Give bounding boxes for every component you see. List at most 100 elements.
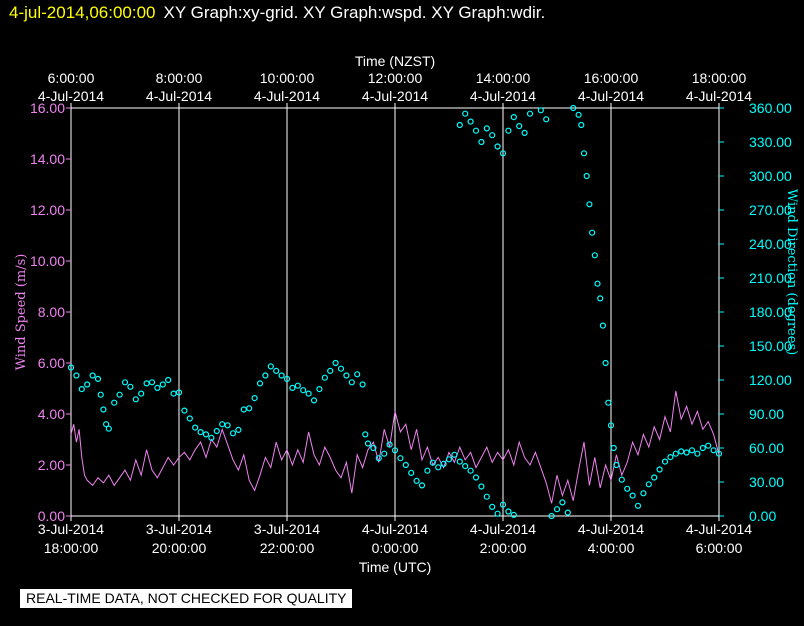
y-tick-label-right: 360.00	[749, 100, 792, 116]
wind-direction-point	[192, 424, 199, 431]
wind-direction-point	[89, 372, 96, 379]
wind-direction-point	[105, 425, 112, 432]
wind-direction-point	[143, 380, 150, 387]
wind-direction-point	[537, 107, 544, 114]
wind-direction-point	[294, 382, 301, 389]
wind-direction-point	[672, 450, 679, 457]
wind-direction-point	[165, 376, 172, 384]
wind-direction-point	[499, 501, 507, 508]
wind-direction-point	[588, 229, 596, 236]
wind-direction-point	[462, 110, 469, 117]
x-tick-label-top-date: 4-Jul-2014	[686, 88, 752, 104]
wind-direction-point	[610, 444, 617, 452]
x-tick-label-top-time: 14:00:00	[476, 70, 531, 86]
wind-direction-point	[705, 442, 712, 449]
wind-direction-point	[462, 463, 469, 470]
wind-direction-point	[229, 430, 237, 437]
y-tick-label-right: 300.00	[749, 168, 792, 184]
wind-direction-point	[97, 391, 104, 398]
wind-direction-point	[111, 399, 118, 406]
wind-direction-point	[688, 447, 696, 454]
wind-direction-point	[715, 450, 723, 457]
wind-direction-point	[327, 367, 334, 374]
x-tick-label-bottom-time: 22:00:00	[260, 540, 315, 556]
wind-direction-point	[494, 143, 501, 150]
wind-direction-point	[240, 406, 247, 413]
y-tick-label-right: 240.00	[749, 236, 792, 252]
wind-direction-point	[683, 449, 690, 456]
wind-direction-point	[678, 448, 685, 455]
wind-direction-point	[526, 110, 534, 117]
y-tick-label-left: 16.00	[30, 100, 65, 116]
wind-direction-point	[175, 389, 183, 396]
wind-direction-point	[127, 383, 134, 390]
wind-direction-point	[208, 434, 215, 441]
wind-direction-point	[418, 482, 426, 489]
wind-direction-point	[629, 492, 636, 499]
wind-direction-point	[429, 459, 436, 466]
wind-direction-point	[310, 397, 318, 404]
x-tick-label-top-date: 4-Jul-2014	[38, 88, 104, 104]
x-tick-label-top-time: 8:00:00	[156, 70, 203, 86]
x-tick-label-bottom-time: 4:00:00	[588, 540, 635, 556]
y-tick-label-left: 14.00	[30, 151, 65, 167]
wind-direction-point	[343, 372, 350, 379]
wind-direction-point	[548, 512, 555, 520]
wind-direction-point	[699, 444, 706, 452]
axes: 3-Jul-2014 18:00:00 3-Jul-2014 20:00:00 3-Ju…	[30, 70, 792, 556]
wind-direction-point	[645, 481, 652, 488]
y-tick-label-right: 150.00	[749, 338, 792, 354]
wind-direction-point	[440, 460, 447, 467]
wind-direction-point	[246, 405, 253, 412]
left-axis-title: Wind Speed (m/s)	[14, 254, 29, 371]
x-tick-label-bottom-date: 3-Jul-2014	[38, 521, 104, 537]
wind-direction-point	[100, 406, 107, 413]
wind-direction-point	[235, 426, 242, 433]
y-tick-label-left: 12.00	[30, 202, 65, 218]
wind-direction-point	[197, 429, 204, 436]
x-tick-label-top-time: 6:00:00	[48, 70, 95, 86]
wind-direction-point	[278, 372, 285, 379]
x-tick-label-bottom-date: 3-Jul-2014	[146, 521, 212, 537]
wind-direction-series	[67, 104, 723, 520]
wind-direction-point	[102, 421, 110, 428]
x-tick-label-top-date: 4-Jul-2014	[362, 88, 428, 104]
wind-direction-point	[516, 122, 523, 130]
wind-direction-point	[478, 138, 485, 146]
x-tick-label-bottom-time: 0:00:00	[372, 540, 419, 556]
x-tick-label-bottom-date: 4-Jul-2014	[362, 521, 428, 537]
wind-direction-point	[564, 509, 571, 516]
y-tick-label-left: 8.00	[38, 304, 65, 320]
wind-direction-point	[362, 431, 369, 438]
x-tick-label-top-date: 4-Jul-2014	[470, 88, 536, 104]
x-tick-label-top-time: 16:00:00	[584, 70, 639, 86]
wind-direction-point	[467, 118, 474, 125]
wind-direction-point	[651, 474, 658, 481]
wind-direction-point	[213, 427, 220, 435]
wind-direction-point	[121, 379, 129, 386]
wind-direction-point	[181, 407, 188, 414]
wind-direction-point	[472, 474, 480, 481]
wind-direction-point	[605, 399, 612, 406]
wind-direction-point	[435, 464, 442, 471]
wind-direction-point	[661, 458, 669, 465]
wind-direction-point	[553, 506, 561, 513]
wind-direction-point	[300, 387, 307, 394]
wind-direction-point	[94, 375, 102, 382]
wind-direction-point	[267, 363, 274, 370]
wind-direction-point	[219, 421, 226, 428]
x-tick-label-bottom-date: 4-Jul-2014	[470, 521, 536, 537]
wind-direction-point	[602, 359, 609, 367]
wind-direction-point	[510, 113, 517, 121]
wind-direction-point	[456, 121, 463, 129]
wind-direction-point	[467, 467, 474, 474]
wind-direction-point	[402, 461, 409, 469]
wind-direction-point	[559, 499, 566, 506]
wind-direction-point	[170, 390, 177, 397]
x-tick-label-bottom-time: 2:00:00	[480, 540, 527, 556]
wind-direction-point	[186, 415, 193, 422]
x-tick-label-top-time: 18:00:00	[692, 70, 747, 86]
x-tick-label-bottom-time: 20:00:00	[152, 540, 207, 556]
x-tick-label-bottom-date: 3-Jul-2014	[254, 521, 320, 537]
wind-direction-point	[510, 511, 517, 519]
